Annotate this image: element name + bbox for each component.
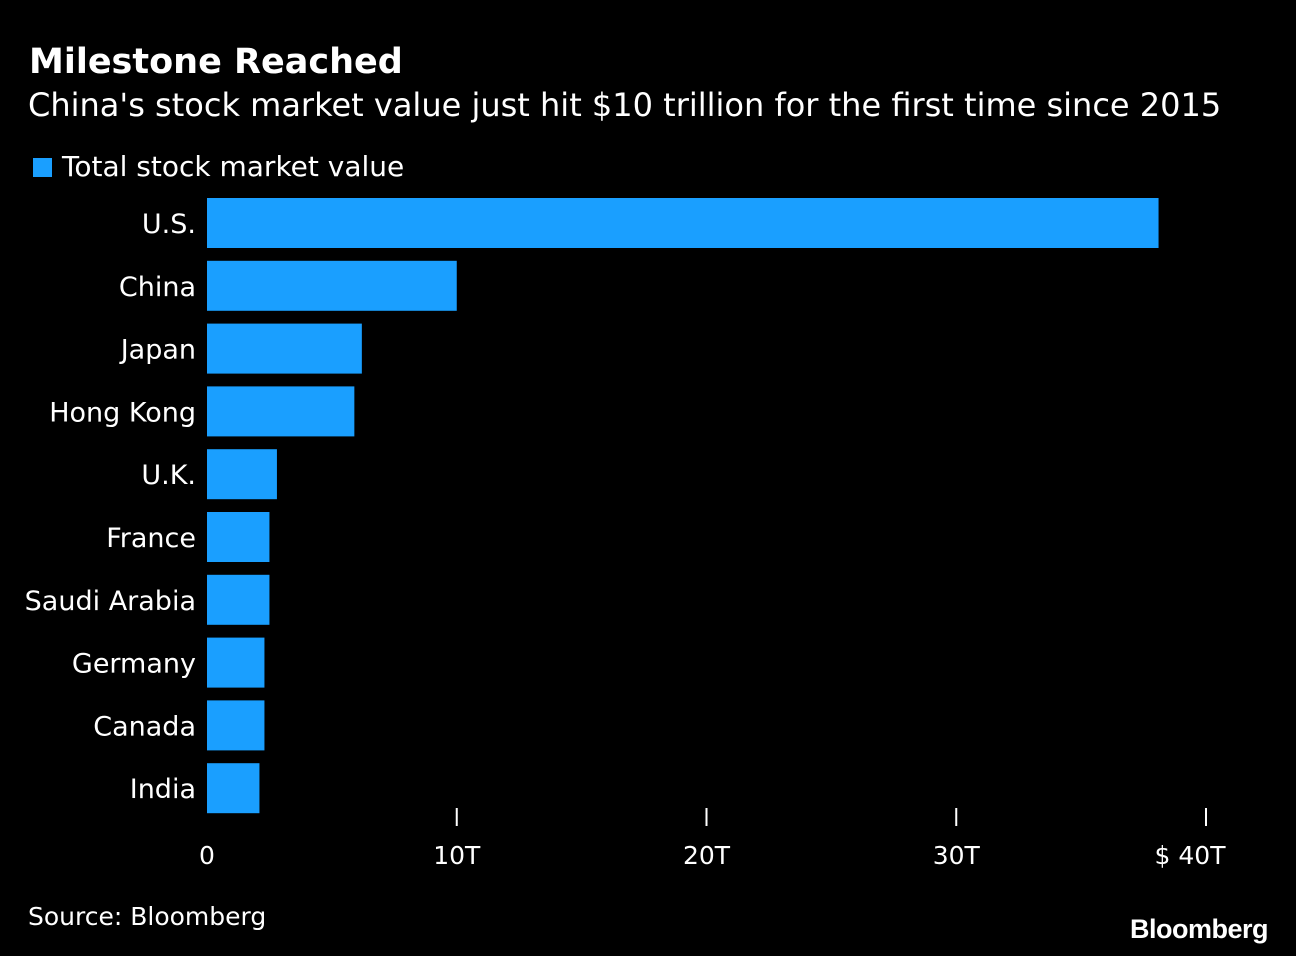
- bar-germany: [207, 637, 265, 688]
- bar-u-k: [207, 449, 277, 500]
- chart-title: Milestone Reached: [29, 42, 403, 82]
- bar-hong-kong: [207, 386, 355, 437]
- x-tick-label-40: $ 40T: [1155, 841, 1227, 870]
- category-label-india: India: [130, 774, 196, 805]
- category-label-hong-kong: Hong Kong: [49, 397, 196, 428]
- category-label-u-k: U.K.: [141, 460, 196, 491]
- bar-china: [207, 260, 457, 311]
- legend: Total stock market value: [33, 148, 404, 186]
- chart-subtitle: China's stock market value just hit $10 …: [28, 86, 1222, 124]
- x-tick-label-0: 0: [199, 841, 215, 870]
- x-tick-label-10: 10T: [433, 841, 481, 870]
- source-note: Source: Bloomberg: [28, 902, 267, 931]
- category-label-canada: Canada: [93, 711, 196, 742]
- x-axis-ticks-group: 0 10T 20T 30T $ 40T: [199, 808, 1226, 870]
- bloomberg-logo: Bloomberg: [1129, 914, 1269, 944]
- x-tick-label-30: 30T: [933, 841, 981, 870]
- x-tick-label-20: 20T: [683, 841, 731, 870]
- bar-france: [207, 512, 270, 562]
- category-labels-group: U.S. China Japan Hong Kong U.K. France Saudi A…: [25, 209, 196, 805]
- bar-saudi-arabia: [207, 574, 270, 625]
- category-label-china: China: [119, 272, 196, 303]
- bar-india: [207, 763, 260, 814]
- bar-u-s: [207, 198, 1159, 248]
- legend-label: Total stock market value: [62, 150, 405, 183]
- category-label-germany: Germany: [72, 649, 196, 680]
- category-label-france: France: [106, 523, 196, 554]
- category-label-japan: Japan: [119, 335, 196, 366]
- category-label-saudi-arabia: Saudi Arabia: [25, 586, 196, 617]
- bar-canada: [207, 700, 265, 751]
- legend-swatch: [33, 158, 52, 177]
- bars-group: [207, 198, 1159, 814]
- category-label-u-s: U.S.: [142, 209, 196, 240]
- bar-japan: [207, 323, 362, 374]
